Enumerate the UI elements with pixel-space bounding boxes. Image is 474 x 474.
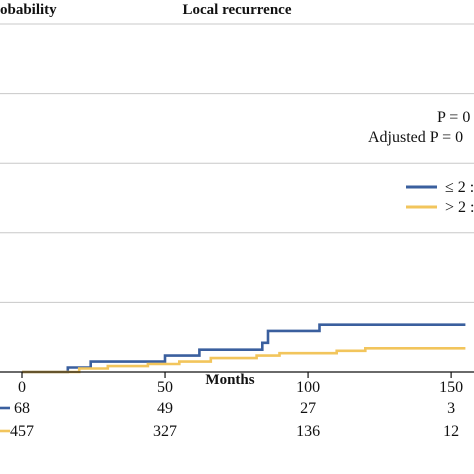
axes: 0 50 100 150: [0, 371, 474, 396]
grid-lines: [0, 23, 474, 303]
p-value-annotation: P = 0: [437, 109, 470, 126]
at-risk-table: 68 49 27 3 457 327 136 12: [0, 400, 459, 440]
series-group: [22, 323, 466, 374]
at-risk-value-1-1: 49: [157, 400, 173, 417]
x-axis-label: Months: [205, 372, 254, 388]
series-line-2: [22, 347, 466, 374]
adjusted-p-annotation: Adjusted P = 0: [368, 129, 463, 146]
at-risk-value-1-2: 27: [300, 400, 316, 417]
at-risk-value-2-1: 327: [153, 423, 177, 440]
at-risk-value-1-3: 3: [447, 400, 455, 417]
x-tick-label-50: 50: [157, 379, 173, 396]
at-risk-value-2-0: 457: [10, 423, 34, 440]
at-risk-value-2-3: 12: [443, 423, 459, 440]
y-axis-label: obability: [0, 2, 57, 18]
legend-label-series-2: > 2 :: [445, 199, 474, 216]
legend-label-series-1: ≤ 2 :: [445, 179, 474, 196]
x-tick-label-150: 150: [439, 379, 463, 396]
x-tick-label-0: 0: [18, 379, 26, 396]
at-risk-value-1-0: 68: [14, 400, 30, 417]
x-tick-label-100: 100: [296, 379, 320, 396]
at-risk-value-2-2: 136: [296, 423, 320, 440]
legend: ≤ 2 : > 2 :: [406, 179, 474, 216]
chart-title: Local recurrence: [183, 2, 292, 18]
